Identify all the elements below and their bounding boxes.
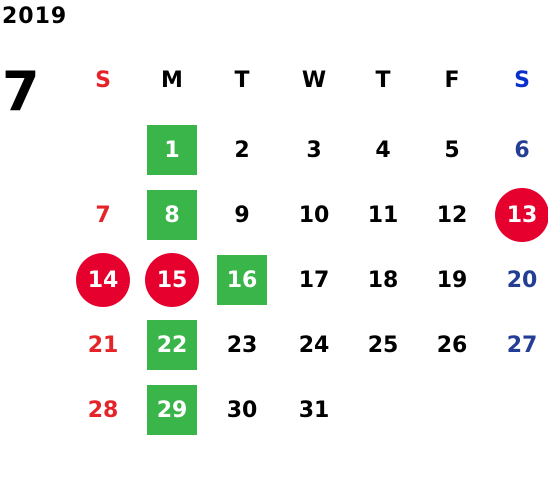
weekday-header-fri: F xyxy=(444,68,460,93)
year-label: 2019 xyxy=(2,4,68,29)
day-cell-1: 1 xyxy=(147,125,197,175)
day-cell-30: 30 xyxy=(226,397,258,423)
day-cell-20: 20 xyxy=(506,267,538,293)
day-cell-19: 19 xyxy=(436,267,468,293)
weekday-header-sat: S xyxy=(514,68,530,93)
day-cell-14: 14 xyxy=(76,253,130,307)
day-cell-24: 24 xyxy=(298,332,330,358)
day-cell-22: 22 xyxy=(147,320,197,370)
day-cell-26: 26 xyxy=(436,332,468,358)
day-cell-18: 18 xyxy=(367,267,399,293)
weekday-header-tue: T xyxy=(234,68,250,93)
day-cell-28: 28 xyxy=(87,397,119,423)
month-number: 7 xyxy=(2,60,40,123)
day-cell-15: 15 xyxy=(145,253,199,307)
weekday-header-mon: M xyxy=(161,68,183,93)
day-cell-13: 13 xyxy=(495,188,548,242)
day-cell-2: 2 xyxy=(234,137,250,163)
day-cell-6: 6 xyxy=(514,137,530,163)
day-cell-4: 4 xyxy=(375,137,391,163)
day-cell-11: 11 xyxy=(367,202,399,228)
day-cell-31: 31 xyxy=(298,397,330,423)
day-cell-5: 5 xyxy=(444,137,460,163)
day-cell-25: 25 xyxy=(367,332,399,358)
weekday-header-thu: T xyxy=(375,68,391,93)
day-cell-8: 8 xyxy=(147,190,197,240)
day-cell-9: 9 xyxy=(234,202,250,228)
day-cell-29: 29 xyxy=(147,385,197,435)
day-cell-16: 16 xyxy=(217,255,267,305)
weekday-header-wed: W xyxy=(301,68,327,93)
day-cell-17: 17 xyxy=(298,267,330,293)
day-cell-21: 21 xyxy=(87,332,119,358)
day-cell-10: 10 xyxy=(298,202,330,228)
day-cell-12: 12 xyxy=(436,202,468,228)
day-cell-27: 27 xyxy=(506,332,538,358)
weekday-header-sun: S xyxy=(95,68,111,93)
day-cell-23: 23 xyxy=(226,332,258,358)
day-cell-7: 7 xyxy=(95,202,111,228)
day-cell-3: 3 xyxy=(306,137,322,163)
